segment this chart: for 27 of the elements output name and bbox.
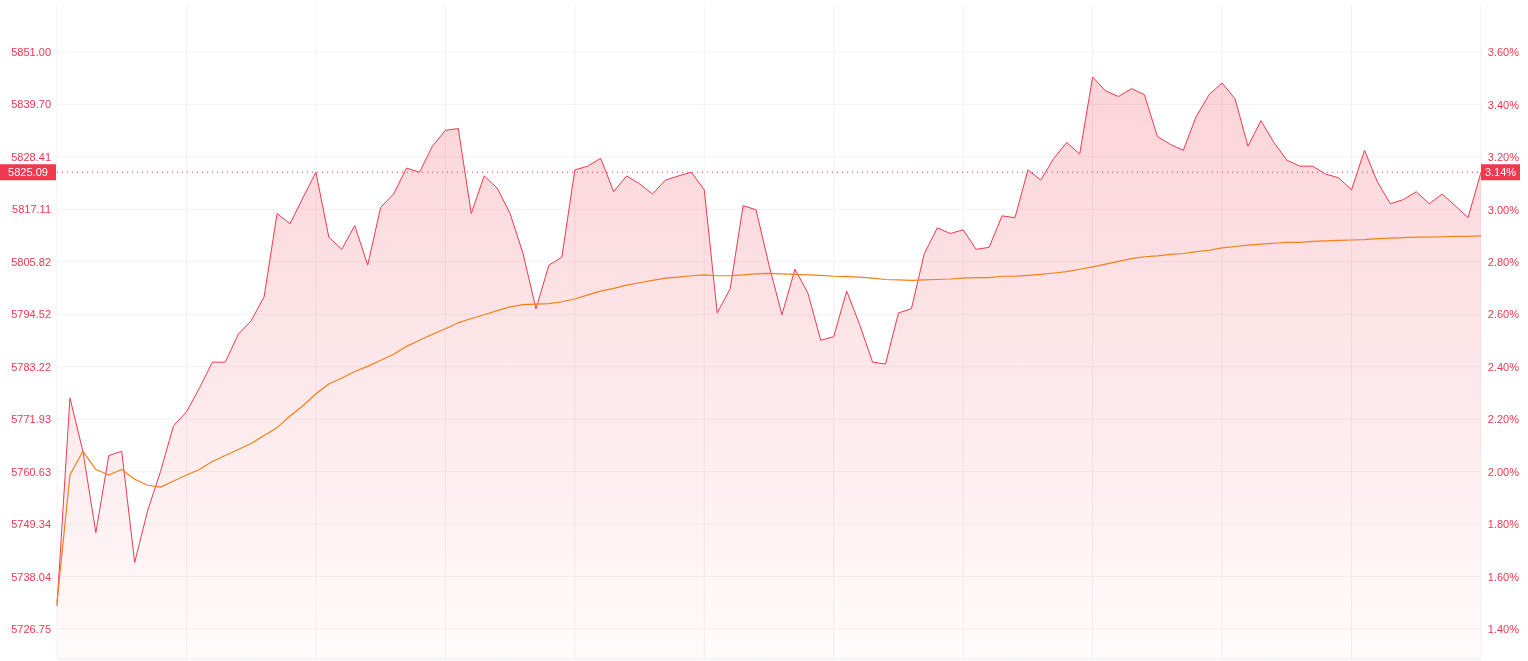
y-tick-label: 5817.11 (12, 203, 51, 216)
y-tick-label: 5839.70 (11, 98, 51, 111)
y2-tick-label: 1.40% (1487, 623, 1520, 636)
y2-tick-label: 2.60% (1487, 308, 1520, 321)
y2-tick-label: 1.80% (1487, 518, 1520, 531)
y2-tick-label: 3.00% (1487, 203, 1520, 216)
ref-line-label: 5825.09 (8, 166, 48, 179)
y-tick-label: 5771.93 (11, 413, 51, 426)
y-tick-label: 5726.75 (11, 622, 51, 635)
y-tick-label: 5738.04 (11, 570, 51, 583)
y-tick-label: 5760.63 (11, 465, 51, 478)
y2-tick-label: 2.40% (1487, 360, 1520, 373)
y-tick-label: 5749.34 (11, 518, 51, 531)
y-tick-label: 5783.22 (11, 360, 51, 373)
y2-tick-label: 2.00% (1487, 465, 1520, 478)
y2-tick-label: 3.40% (1487, 98, 1520, 111)
y-tick-label: 5828.41 (11, 150, 51, 163)
y2-tick-label: 3.60% (1487, 46, 1520, 59)
y2-tick-label: 1.60% (1487, 570, 1520, 583)
y2-tick-label: 2.80% (1487, 256, 1520, 268)
y-tick-label: 5805.82 (11, 255, 51, 268)
y2-tick-label: 2.20% (1487, 413, 1520, 426)
y-tick-label: 5851.00 (11, 45, 51, 58)
line-series (56, 235, 1482, 603)
text: 3.14% (1484, 166, 1517, 179)
y2-tick-label: 3.20% (1487, 151, 1520, 164)
y-tick-label: 5794.52 (11, 308, 51, 321)
